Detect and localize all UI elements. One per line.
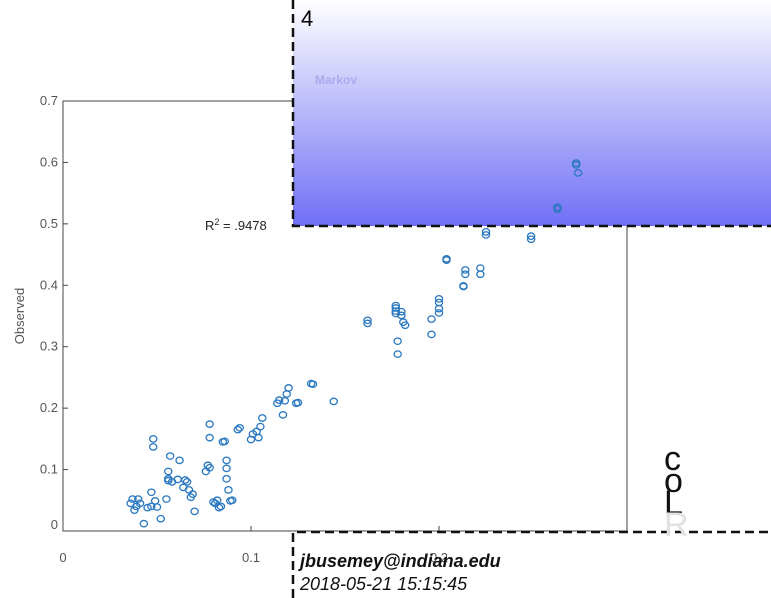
data-point [205,433,214,442]
panel-border [291,0,771,228]
data-point [128,495,137,503]
data-point [573,169,583,177]
y-tick-label: 0.7 [40,93,58,108]
data-point [190,507,199,516]
data-point [461,266,470,274]
x-tick-label: 0 [59,550,66,565]
data-point [130,506,139,514]
data-point [212,496,222,505]
data-point [133,495,143,503]
data-point [233,425,243,434]
data-point [175,456,184,465]
data-point [156,514,166,523]
data-point [391,309,401,318]
stamp-datetime: 2018-05-21 15:15:45 [300,574,468,594]
y-tick-label: 0.4 [40,277,58,292]
data-point [459,282,468,290]
data-point [434,294,444,303]
y-axis-title: Observed [12,288,27,344]
data-point [329,397,338,406]
data-point [427,315,436,323]
data-points [126,159,583,528]
data-point [222,456,231,465]
data-point [397,307,406,316]
data-point [461,270,470,279]
data-point [222,464,231,473]
data-point [481,227,491,236]
data-point [393,337,402,346]
data-point [284,384,293,392]
data-point [148,442,158,451]
y-axis: 0 0.1 0.2 0.3 0.4 0.5 0.6 0.7 [40,93,68,532]
data-point [434,309,444,317]
x-tick-label: 0.2 [430,550,448,565]
data-point [256,422,265,431]
data-point [391,307,401,315]
data-point [476,264,485,272]
data-point [293,398,303,407]
data-point [400,321,410,330]
x-tick-label: 0.1 [242,550,260,565]
data-point [391,301,401,310]
data-point [393,350,402,358]
data-point [308,380,318,389]
x-axis: 0 0.1 0.2 [59,526,448,565]
data-point [254,433,263,442]
data-point [222,474,231,483]
data-point [182,478,192,486]
data-point [363,319,372,328]
data-point [152,503,162,511]
data-point [180,476,190,484]
data-point [571,159,581,167]
data-point [205,463,214,472]
letter-l: L [664,484,683,522]
gradient-panel [293,0,771,226]
stamp-frame [291,530,771,598]
data-point [224,485,233,494]
data-point [553,205,562,213]
page-number: 4 [301,6,314,31]
data-point [147,488,156,497]
letter-c: c [664,440,681,478]
y-tick-label: 0 [51,517,58,532]
data-point [274,396,284,405]
data-point [363,316,372,325]
data-point [258,414,267,422]
r2-annotation: R2 = .9478 [205,217,267,233]
data-point [147,502,156,511]
data-point [214,503,224,512]
side-letters: c o L R [664,440,689,544]
chart-title: Markov [315,73,357,87]
data-point [205,420,214,428]
data-point [391,304,401,312]
data-point [220,437,229,446]
data-point [165,452,175,460]
y-tick-label: 0.3 [40,339,58,354]
y-tick-label: 0.2 [40,400,58,415]
data-point [434,304,444,313]
data-point [216,502,226,511]
y-tick-label: 0.5 [40,216,58,231]
data-point [526,232,536,240]
data-point [188,490,197,498]
letter-o: o [664,462,683,500]
data-point [442,255,451,263]
data-point [148,435,158,443]
data-point [278,411,288,419]
data-point [164,467,173,476]
author-email: jbusemey@indiana.edu [300,551,501,571]
data-point [162,495,171,503]
y-tick-label: 0.6 [40,154,58,169]
letter-r: R [664,506,689,544]
y-tick-label: 0.1 [40,462,58,477]
author-stamp: jbusemey@indiana.edu 2018-05-21 15:15:45 [300,550,501,596]
data-point [526,235,536,244]
data-point [427,330,436,339]
data-point [132,502,141,511]
data-point [227,496,237,505]
data-point [139,519,149,528]
data-point [481,231,491,239]
data-point [235,423,244,432]
